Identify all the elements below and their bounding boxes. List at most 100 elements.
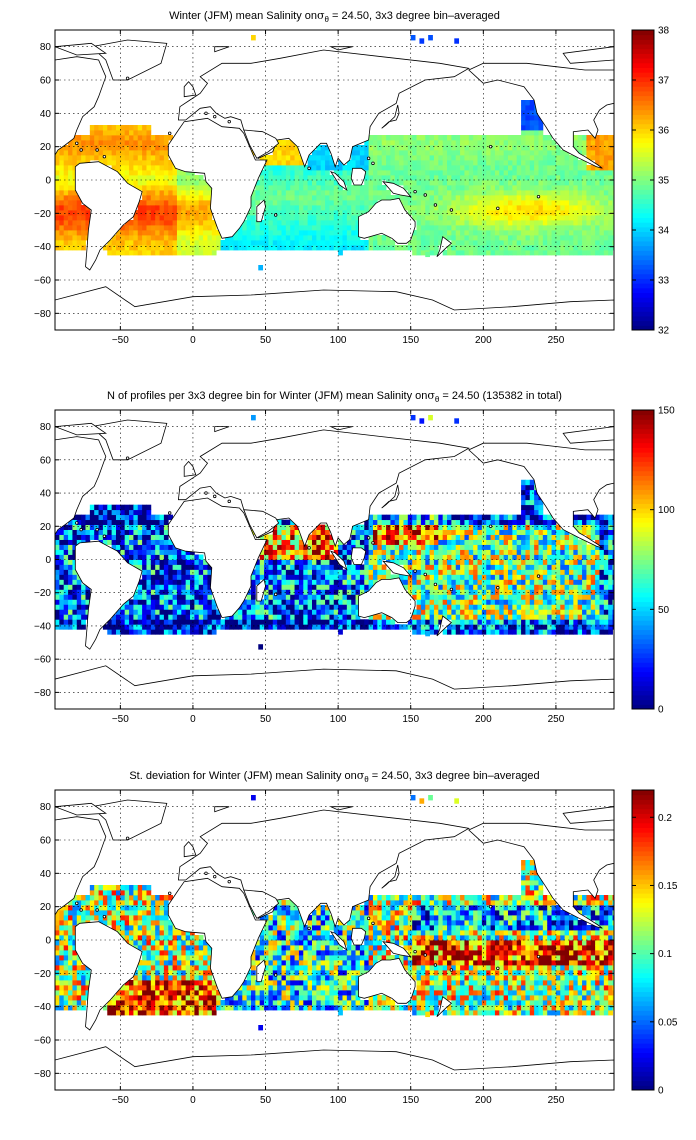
heatmap-cell [381, 539, 387, 545]
heatmap-cell [416, 230, 422, 236]
heatmap-cell [207, 215, 213, 221]
heatmap-cell [573, 584, 579, 590]
heatmap-cell [294, 225, 300, 231]
heatmap-cell [416, 195, 422, 201]
heatmap-cell [294, 549, 300, 555]
heatmap-cell [525, 105, 531, 111]
heatmap-cell [333, 180, 339, 186]
heatmap-cell [290, 539, 295, 545]
heatmap-cell [381, 574, 387, 580]
heatmap-cell [150, 539, 156, 545]
heatmap-cell [281, 604, 287, 610]
heatmap-cell [403, 185, 409, 191]
heatmap-cell [346, 549, 352, 555]
heatmap-cell [447, 539, 452, 545]
colorbar-swatch [632, 123, 654, 129]
heatmap-cell [460, 190, 465, 196]
heatmap-cell [542, 609, 548, 615]
heatmap-cell [438, 564, 444, 570]
heatmap-cell [490, 629, 496, 635]
heatmap-cell [538, 624, 544, 630]
heatmap-cell [608, 215, 613, 221]
heatmap-cell [486, 200, 491, 206]
heatmap-cell [346, 619, 352, 625]
heatmap-cell [508, 210, 513, 216]
heatmap-cell [142, 589, 147, 595]
heatmap-cell [586, 200, 592, 206]
heatmap-cell [207, 200, 213, 206]
colorbar-swatch [632, 151, 654, 158]
heatmap-cell [359, 200, 365, 206]
heatmap-cell [172, 569, 178, 575]
heatmap-cell [494, 250, 500, 256]
heatmap-cell [425, 245, 431, 251]
heatmap-cell [481, 135, 487, 141]
heatmap-cell [268, 579, 274, 585]
heatmap-cell [438, 190, 444, 196]
heatmap-cell [59, 245, 65, 251]
heatmap-cell [551, 584, 557, 590]
heatmap-cell [268, 609, 274, 615]
heatmap-cell [577, 165, 583, 171]
heatmap-cell [568, 579, 574, 585]
heatmap-cell [307, 579, 313, 585]
heatmap-cell [547, 225, 552, 231]
heatmap-cell [364, 574, 370, 580]
heatmap-cell [573, 225, 579, 231]
heatmap-cell [150, 564, 156, 570]
heatmap-cell [399, 170, 404, 176]
heatmap-cell [429, 215, 435, 221]
heatmap-cell [534, 155, 539, 161]
heatmap-cell [368, 155, 374, 161]
heatmap-cell [233, 240, 239, 246]
heatmap-cell [351, 619, 356, 625]
heatmap-cell [586, 614, 592, 620]
heatmap-cell [568, 559, 574, 565]
heatmap-cell [442, 225, 448, 231]
heatmap-cell [259, 609, 265, 615]
heatmap-cell [124, 150, 130, 156]
heatmap-cell [481, 609, 487, 615]
heatmap-cell [481, 240, 487, 246]
heatmap-cell [142, 569, 147, 575]
heatmap-cell [525, 225, 531, 231]
heatmap-cell [368, 619, 374, 625]
heatmap-cell [425, 594, 431, 600]
heatmap-cell [420, 195, 426, 201]
heatmap-cell [111, 250, 117, 256]
heatmap-cell [534, 130, 539, 136]
heatmap-cell [460, 599, 465, 605]
heatmap-cell [455, 609, 461, 615]
heatmap-cell [63, 534, 69, 540]
heatmap-cell [473, 584, 478, 590]
heatmap-cell [412, 165, 417, 171]
heatmap-cell [477, 220, 483, 226]
heatmap-cell [512, 215, 518, 221]
heatmap-cell [381, 619, 387, 625]
heatmap-cell [290, 599, 295, 605]
heatmap-cell [220, 240, 226, 246]
heatmap-cell [473, 534, 478, 540]
heatmap-cell [599, 185, 605, 191]
heatmap-cell [407, 524, 413, 530]
heatmap-cell [429, 165, 435, 171]
heatmap-cell [564, 195, 570, 201]
heatmap-cell [538, 569, 544, 575]
heatmap-cell [181, 195, 187, 201]
heatmap-cell [460, 534, 465, 540]
heatmap-cell [521, 195, 526, 201]
heatmap-cell [551, 190, 557, 196]
heatmap-cell [124, 140, 130, 146]
heatmap-cell [508, 514, 513, 521]
heatmap-cell [168, 170, 174, 176]
heatmap-cell [63, 210, 69, 216]
heatmap-cell [399, 539, 404, 545]
heatmap-cell [242, 235, 248, 241]
heatmap-cell [268, 624, 274, 630]
heatmap-cell [133, 609, 139, 615]
heatmap-cell [251, 235, 256, 241]
heatmap-cell [264, 534, 269, 540]
heatmap-cell [490, 220, 496, 226]
heatmap-cell [137, 185, 143, 191]
heatmap-cell [94, 519, 99, 526]
